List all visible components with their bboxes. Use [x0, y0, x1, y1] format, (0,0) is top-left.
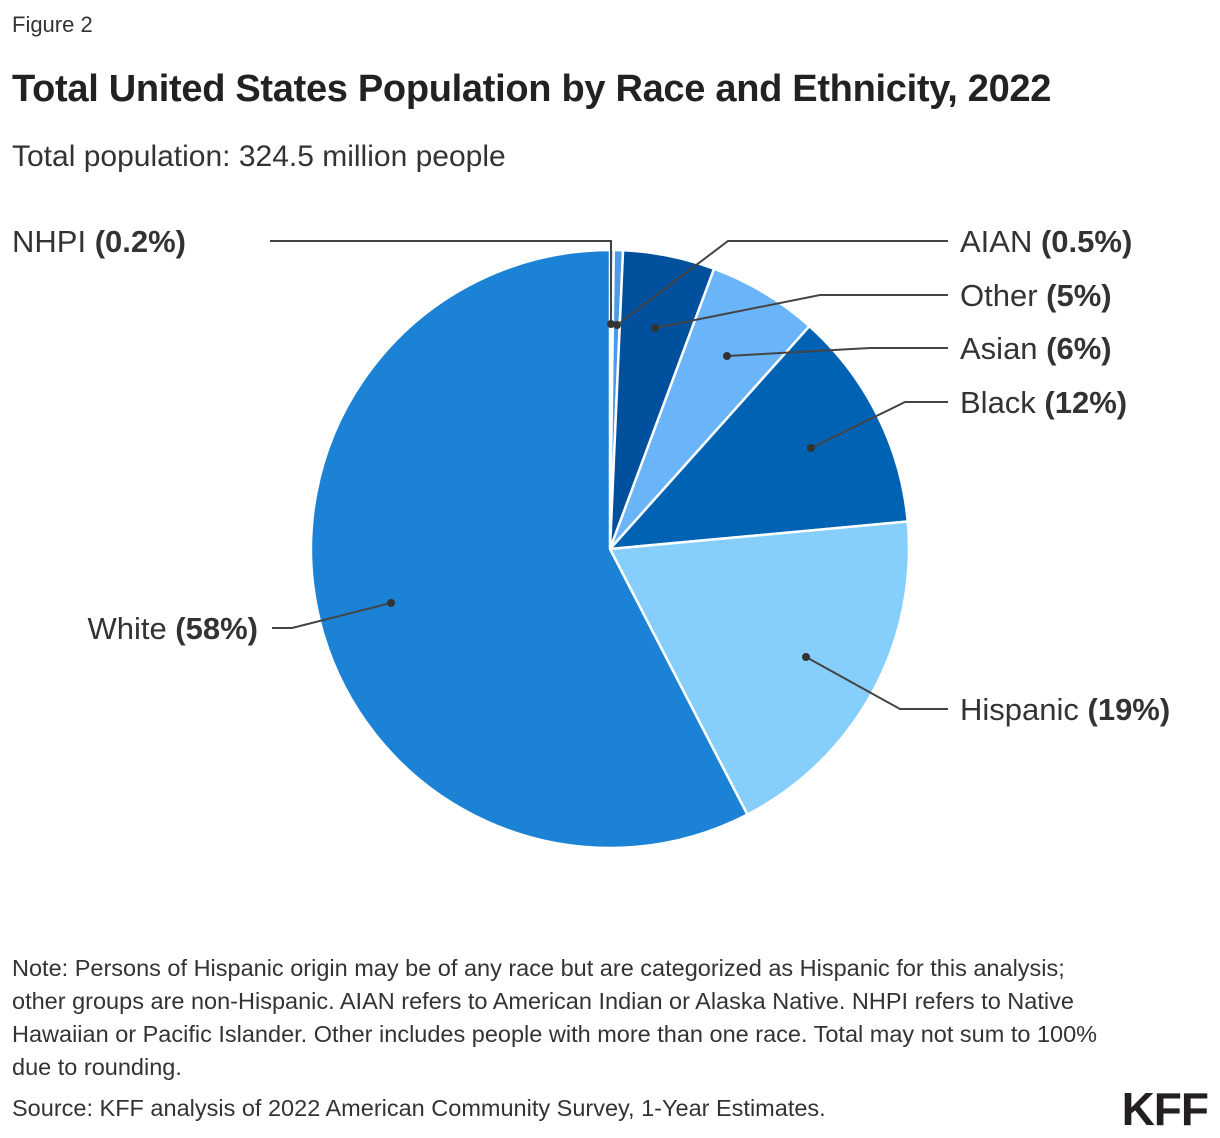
slice-label-name: Black — [960, 385, 1044, 420]
leader-line-white — [272, 602, 392, 629]
slice-label-name: Asian — [960, 331, 1046, 366]
chart-subtitle: Total population: 324.5 million people — [12, 140, 506, 173]
pie-slice-black — [606, 324, 910, 551]
slice-label-value: (0.2%) — [95, 224, 186, 259]
leader-line-aian — [616, 240, 948, 326]
chart-note: Note: Persons of Hispanic origin may be … — [12, 955, 1098, 1080]
figure-label: Figure 2 — [12, 12, 93, 37]
slice-label-value: (12%) — [1044, 385, 1127, 420]
kff-logo: KFF — [1121, 1083, 1209, 1135]
slice-label-name: White — [87, 611, 175, 646]
slice-label-aian: AIAN (0.5%) — [960, 224, 1132, 259]
leader-dot-white — [387, 599, 395, 607]
chart-source: Source: KFF analysis of 2022 American Co… — [12, 1095, 826, 1121]
leader-line-other — [654, 294, 948, 329]
leader-line-hispanic — [805, 656, 948, 710]
leader-dot-other — [651, 324, 659, 332]
slice-label-name: NHPI — [12, 224, 95, 259]
leader-dot-asian — [723, 352, 731, 360]
slice-label-hispanic: Hispanic (19%) — [960, 692, 1170, 727]
leader-line-black — [810, 401, 948, 449]
slice-label-value: (19%) — [1088, 692, 1171, 727]
slice-label-other: Other (5%) — [960, 278, 1112, 313]
chart-title: Total United States Population by Race a… — [12, 68, 1052, 110]
leader-line-asian — [726, 347, 948, 357]
slice-label-nhpi: NHPI (0.2%) — [12, 224, 186, 259]
leader-dot-hispanic — [802, 653, 810, 661]
pie-slice-white — [309, 248, 750, 850]
slice-label-name: Other — [960, 278, 1046, 313]
slice-label-white: White (58%) — [87, 611, 258, 646]
slice-label-value: (5%) — [1046, 278, 1111, 313]
slice-label-name: Hispanic — [960, 692, 1088, 727]
slice-label-value: (6%) — [1046, 331, 1111, 366]
slice-label-asian: Asian (6%) — [960, 331, 1112, 366]
slice-label-value: (0.5%) — [1041, 224, 1132, 259]
leader-dot-aian — [613, 321, 621, 329]
leader-dot-nhpi — [607, 320, 615, 328]
slice-label-value: (58%) — [175, 611, 258, 646]
slice-label-name: AIAN — [960, 224, 1041, 259]
leader-line-nhpi — [270, 240, 612, 324]
leader-dot-black — [807, 444, 815, 452]
slice-label-black: Black (12%) — [960, 385, 1127, 420]
